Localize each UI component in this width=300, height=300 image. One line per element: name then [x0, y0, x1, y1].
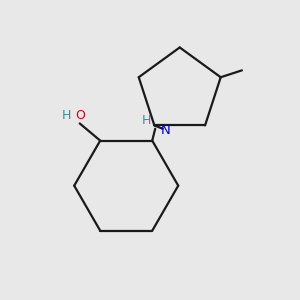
Text: H: H: [142, 114, 151, 127]
Text: H: H: [62, 109, 71, 122]
Text: O: O: [75, 109, 85, 122]
Text: N: N: [161, 124, 171, 137]
